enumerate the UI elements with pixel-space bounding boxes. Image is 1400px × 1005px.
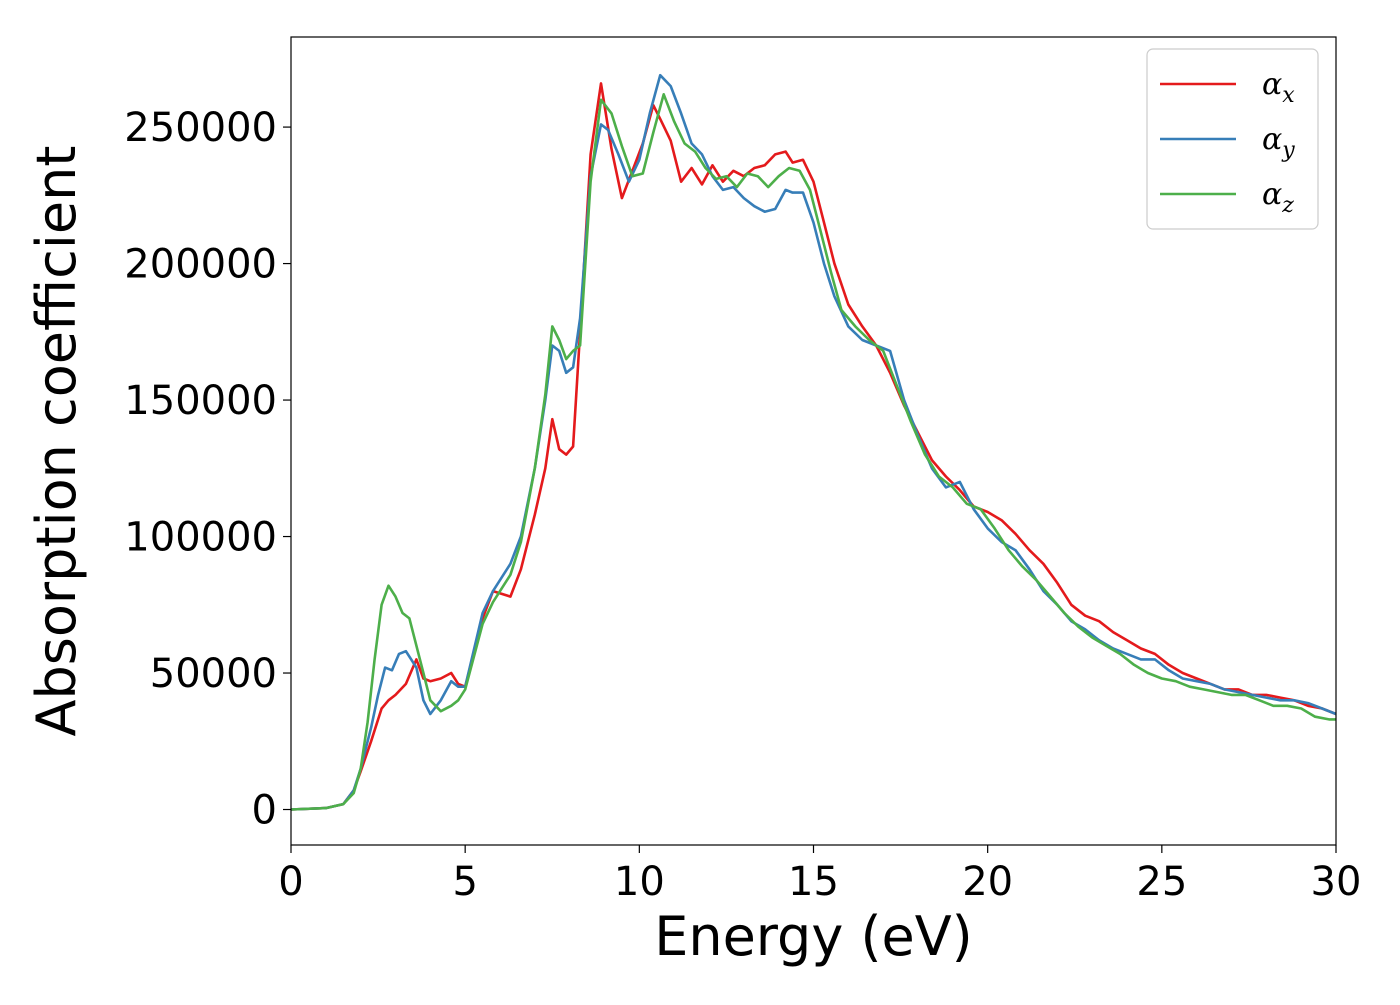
series-layer bbox=[290, 73, 1337, 811]
x-tick-label: 0 bbox=[278, 859, 303, 905]
y-tick-label: 150000 bbox=[124, 378, 277, 424]
series-line-z bbox=[290, 93, 1336, 811]
legend-label-x: αx bbox=[1262, 67, 1295, 108]
y-axis-ticks: 0 50000 100000 150000 200000 250000 bbox=[124, 105, 291, 834]
legend-subscript: x bbox=[1282, 83, 1295, 108]
legend-symbol: α bbox=[1262, 177, 1282, 212]
x-tick-label: 5 bbox=[452, 859, 477, 905]
x-tick-label: 10 bbox=[614, 859, 665, 905]
x-tick-label: 30 bbox=[1311, 859, 1362, 905]
y-tick-label: 250000 bbox=[124, 105, 277, 151]
series-line-y bbox=[290, 73, 1337, 811]
x-axis-ticks: 0 5 10 15 20 25 30 bbox=[278, 845, 1361, 905]
legend-subscript: y bbox=[1281, 138, 1295, 163]
legend-symbol: α bbox=[1262, 122, 1282, 157]
legend-label-z: αz bbox=[1262, 177, 1294, 218]
y-tick-label: 0 bbox=[252, 788, 277, 834]
x-tick-label: 15 bbox=[788, 859, 839, 905]
legend-label-y: αy bbox=[1262, 122, 1295, 163]
legend-symbol: α bbox=[1262, 67, 1282, 102]
x-axis-title: Energy (eV) bbox=[654, 905, 973, 968]
y-axis-title: Absorption coefficient bbox=[25, 146, 88, 737]
x-tick-label: 20 bbox=[962, 859, 1013, 905]
y-tick-label: 100000 bbox=[124, 515, 277, 561]
y-tick-label: 50000 bbox=[150, 651, 277, 697]
y-tick-label: 200000 bbox=[124, 242, 277, 288]
series-line-x bbox=[290, 82, 1337, 811]
legend-subscript: z bbox=[1281, 193, 1294, 218]
x-tick-label: 25 bbox=[1136, 859, 1187, 905]
